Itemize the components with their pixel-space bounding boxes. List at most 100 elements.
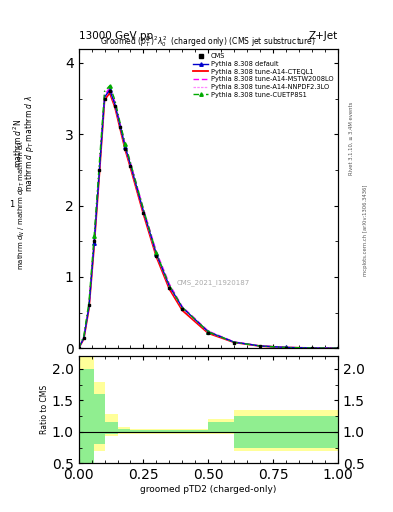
- Pythia 8.308 tune-A14-NNPDF2.3LO: [76, 345, 81, 351]
- Pythia 8.308 tune-A14-NNPDF2.3LO: [206, 329, 211, 335]
- CMS: [81, 334, 86, 340]
- Pythia 8.308 tune-A14-MSTW2008LO: [118, 120, 123, 126]
- Pythia 8.308 tune-A14-CTEQL1: [123, 147, 128, 153]
- Pythia 8.308 tune-CUETP8S1: [128, 160, 133, 166]
- CMS: [310, 345, 314, 351]
- CMS: [102, 96, 107, 102]
- CMS: [141, 209, 146, 216]
- Pythia 8.308 tune-CUETP8S1: [180, 305, 185, 311]
- Y-axis label: Ratio to CMS: Ratio to CMS: [40, 386, 49, 434]
- Pythia 8.308 tune-CUETP8S1: [107, 82, 112, 89]
- Pythia 8.308 tune-CUETP8S1: [86, 299, 91, 305]
- Pythia 8.308 tune-A14-MSTW2008LO: [141, 206, 146, 212]
- CMS: [206, 329, 211, 335]
- Pythia 8.308 tune-A14-CTEQL1: [92, 243, 97, 249]
- Pythia 8.308 tune-A14-NNPDF2.3LO: [154, 252, 159, 258]
- Pythia 8.308 tune-A14-NNPDF2.3LO: [107, 88, 112, 94]
- Line: Pythia 8.308 tune-CUETP8S1: Pythia 8.308 tune-CUETP8S1: [77, 84, 340, 350]
- Pythia 8.308 default: [86, 304, 91, 310]
- Pythia 8.308 tune-CUETP8S1: [336, 345, 340, 351]
- Pythia 8.308 tune-A14-MSTW2008LO: [258, 343, 263, 349]
- Pythia 8.308 tune-A14-NNPDF2.3LO: [118, 123, 123, 130]
- Pythia 8.308 tune-A14-NNPDF2.3LO: [97, 167, 102, 173]
- Pythia 8.308 tune-CUETP8S1: [123, 141, 128, 147]
- Pythia 8.308 default: [92, 240, 97, 246]
- Legend: CMS, Pythia 8.308 default, Pythia 8.308 tune-A14-CTEQL1, Pythia 8.308 tune-A14-M: CMS, Pythia 8.308 default, Pythia 8.308 …: [192, 52, 335, 99]
- Pythia 8.308 default: [102, 94, 107, 100]
- Pythia 8.308 default: [336, 345, 340, 351]
- Pythia 8.308 default: [141, 208, 146, 215]
- Pythia 8.308 tune-CUETP8S1: [284, 345, 288, 351]
- Text: mathrm $d_N$ / mathrm $d p_T$ mathrm $d \lambda$: mathrm $d_N$ / mathrm $d p_T$ mathrm $d …: [17, 140, 27, 270]
- Text: 13000 GeV pp: 13000 GeV pp: [79, 31, 153, 41]
- Pythia 8.308 tune-A14-CTEQL1: [336, 345, 340, 351]
- Pythia 8.308 default: [180, 305, 185, 311]
- Pythia 8.308 tune-A14-CTEQL1: [154, 254, 159, 260]
- CMS: [154, 252, 159, 259]
- Pythia 8.308 tune-A14-MSTW2008LO: [102, 92, 107, 98]
- Pythia 8.308 default: [118, 122, 123, 129]
- Line: Pythia 8.308 tune-A14-CTEQL1: Pythia 8.308 tune-A14-CTEQL1: [79, 93, 338, 348]
- CMS: [123, 145, 128, 152]
- Pythia 8.308 default: [107, 87, 112, 93]
- Pythia 8.308 default: [167, 283, 172, 289]
- CMS: [284, 345, 288, 351]
- Pythia 8.308 tune-A14-NNPDF2.3LO: [102, 95, 107, 101]
- Pythia 8.308 default: [258, 343, 263, 349]
- Pythia 8.308 tune-A14-NNPDF2.3LO: [112, 102, 117, 108]
- Pythia 8.308 tune-A14-MSTW2008LO: [76, 345, 81, 351]
- Pythia 8.308 tune-A14-MSTW2008LO: [81, 334, 86, 340]
- Pythia 8.308 tune-CUETP8S1: [258, 343, 263, 349]
- Pythia 8.308 tune-A14-CTEQL1: [97, 171, 102, 177]
- Text: Rivet 3.1.10, ≥ 3.4M events: Rivet 3.1.10, ≥ 3.4M events: [349, 101, 354, 175]
- Pythia 8.308 tune-A14-CTEQL1: [102, 97, 107, 103]
- CMS: [107, 89, 112, 95]
- Pythia 8.308 tune-A14-NNPDF2.3LO: [336, 345, 340, 351]
- Pythia 8.308 tune-A14-CTEQL1: [167, 286, 172, 292]
- Pythia 8.308 tune-A14-MSTW2008LO: [206, 328, 211, 334]
- Pythia 8.308 tune-A14-MSTW2008LO: [167, 281, 172, 287]
- Pythia 8.308 tune-A14-CTEQL1: [206, 330, 211, 336]
- Pythia 8.308 default: [232, 339, 237, 345]
- Pythia 8.308 tune-A14-CTEQL1: [86, 305, 91, 311]
- Pythia 8.308 tune-CUETP8S1: [102, 89, 107, 95]
- CMS: [92, 238, 97, 244]
- Pythia 8.308 tune-A14-CTEQL1: [310, 345, 314, 351]
- Pythia 8.308 tune-A14-NNPDF2.3LO: [92, 238, 97, 244]
- Pythia 8.308 default: [112, 101, 117, 108]
- Pythia 8.308 tune-A14-CTEQL1: [141, 211, 146, 217]
- Line: Pythia 8.308 tune-A14-MSTW2008LO: Pythia 8.308 tune-A14-MSTW2008LO: [79, 88, 338, 348]
- CMS: [76, 345, 81, 351]
- Pythia 8.308 tune-A14-CTEQL1: [81, 336, 86, 342]
- CMS: [97, 167, 102, 173]
- Text: CMS_2021_I1920187: CMS_2021_I1920187: [177, 279, 250, 286]
- Line: Pythia 8.308 tune-A14-NNPDF2.3LO: Pythia 8.308 tune-A14-NNPDF2.3LO: [79, 91, 338, 348]
- Pythia 8.308 tune-A14-NNPDF2.3LO: [310, 345, 314, 351]
- Pythia 8.308 tune-A14-NNPDF2.3LO: [258, 343, 263, 349]
- Pythia 8.308 tune-A14-MSTW2008LO: [232, 339, 237, 345]
- Pythia 8.308 default: [128, 162, 133, 168]
- Pythia 8.308 default: [76, 345, 81, 351]
- Pythia 8.308 tune-A14-MSTW2008LO: [123, 142, 128, 148]
- Pythia 8.308 tune-CUETP8S1: [92, 232, 97, 239]
- Pythia 8.308 tune-CUETP8S1: [81, 333, 86, 339]
- Pythia 8.308 tune-A14-NNPDF2.3LO: [284, 345, 288, 351]
- Pythia 8.308 tune-A14-CTEQL1: [76, 345, 81, 351]
- Pythia 8.308 tune-A14-MSTW2008LO: [112, 99, 117, 105]
- CMS: [258, 343, 263, 349]
- Pythia 8.308 tune-A14-MSTW2008LO: [284, 345, 288, 351]
- Pythia 8.308 tune-A14-NNPDF2.3LO: [180, 305, 185, 311]
- Title: Groomed $(p_T^D)^2\lambda_0^2$  (charged only) (CMS jet substructure): Groomed $(p_T^D)^2\lambda_0^2$ (charged …: [100, 34, 316, 49]
- CMS: [336, 345, 340, 351]
- Pythia 8.308 default: [284, 345, 288, 351]
- Text: Z+Jet: Z+Jet: [309, 31, 338, 41]
- CMS: [118, 124, 123, 130]
- Pythia 8.308 tune-A14-CTEQL1: [180, 307, 185, 313]
- Pythia 8.308 tune-A14-MSTW2008LO: [310, 345, 314, 351]
- Pythia 8.308 tune-A14-MSTW2008LO: [97, 165, 102, 172]
- Pythia 8.308 tune-A14-MSTW2008LO: [86, 303, 91, 309]
- CMS: [167, 285, 172, 291]
- Text: mathrm $d$ $p_T$ mathrm $d$ $\lambda$: mathrm $d$ $p_T$ mathrm $d$ $\lambda$: [23, 95, 36, 192]
- Pythia 8.308 tune-A14-NNPDF2.3LO: [81, 335, 86, 341]
- Pythia 8.308 tune-A14-MSTW2008LO: [128, 160, 133, 166]
